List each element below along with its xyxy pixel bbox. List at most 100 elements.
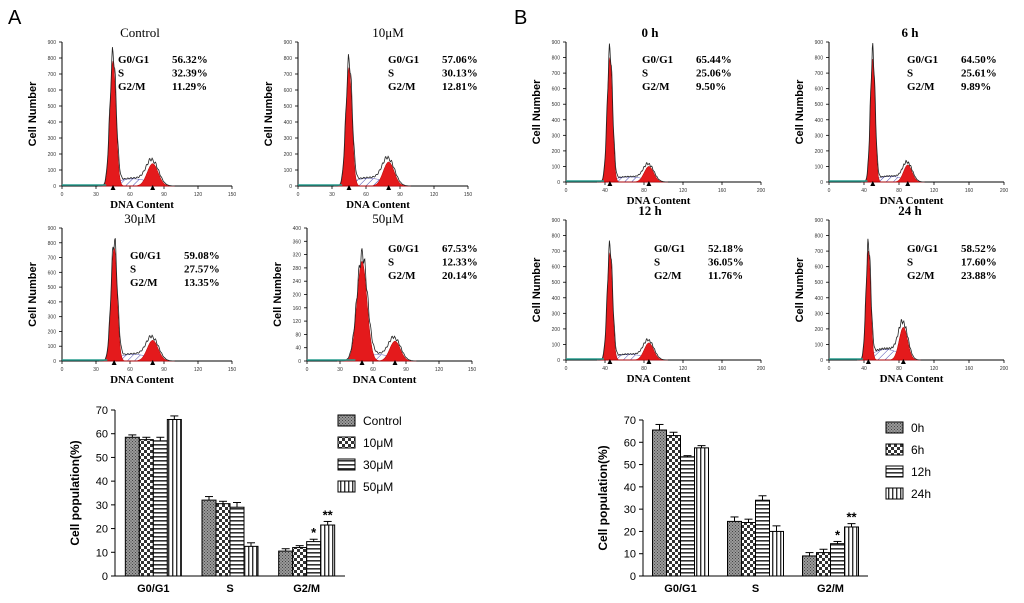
y-tick-label: 400 [815, 118, 824, 124]
envelope-curve [334, 54, 411, 187]
phase-name: G0/G1 [642, 54, 673, 66]
phase-value: 25.61% [961, 68, 997, 80]
x-tick-label: 150 [468, 367, 477, 373]
g2-marker [905, 181, 911, 186]
x-tick-label: 30 [337, 367, 343, 373]
envelope-curve [597, 43, 668, 183]
x-tick-label: 120 [930, 188, 939, 194]
bar [666, 435, 681, 577]
y-tick-label: 300 [48, 136, 57, 142]
phase-value: 30.13% [442, 68, 478, 80]
g2-marker [646, 359, 652, 364]
x-tick-label: 160 [718, 188, 727, 194]
g2-peak [99, 340, 175, 362]
bar [727, 520, 742, 577]
y-tick-label: 0 [298, 359, 301, 365]
legend-swatch [885, 487, 904, 500]
x-axis-label: DNA Content [880, 195, 944, 207]
y-tick-label: 160 [293, 306, 302, 312]
legend-label: 10μM [363, 436, 393, 450]
y-tick-label: 100 [815, 342, 824, 348]
histogram-title: 0 h [642, 25, 660, 40]
phase-name: G0/G1 [388, 243, 419, 255]
bar [652, 429, 667, 577]
phase-value: 23.88% [961, 270, 997, 282]
x-tick-label: 120 [430, 192, 439, 198]
g2-marker [386, 185, 392, 190]
legend-swatch [337, 414, 356, 427]
legend-swatch [337, 480, 356, 493]
g2-marker [392, 360, 398, 365]
x-category-label: G0/G1 [137, 583, 169, 595]
g1-marker [359, 360, 365, 365]
y-tick-label: 70 [624, 415, 636, 427]
phase-name: G2/M [642, 81, 670, 93]
y-tick-label: 600 [48, 88, 57, 94]
y-tick-label: 300 [552, 133, 561, 139]
x-tick-label: 40 [602, 366, 608, 372]
bar [278, 550, 294, 577]
y-tick-label: 800 [815, 56, 824, 62]
phase-name: S [388, 257, 394, 269]
bar-chart-1: 0 10 20 30 40 50 60 70 Cell population(%) G0/G1 S G… [68, 405, 402, 595]
x-tick-label: 200 [1000, 188, 1009, 194]
phase-name: G0/G1 [130, 250, 161, 262]
legend-label: 50μM [363, 480, 393, 494]
y-tick-label: 700 [552, 71, 561, 77]
y-tick-label: 60 [624, 437, 636, 449]
y-tick-label: 300 [815, 133, 824, 139]
panel-label-a: A [8, 7, 22, 29]
phase-value: 11.29% [172, 81, 207, 93]
phase-name: G2/M [388, 270, 416, 282]
y-axis-label: Cell Number [272, 261, 284, 327]
histogram-1: Control 0 30 60 90 120 150 0 100 200 300 400 500 600 7… [27, 25, 236, 211]
y-tick-label: 500 [48, 285, 57, 291]
bar [292, 547, 308, 577]
x-tick-label: 160 [965, 188, 974, 194]
phase-name: S [907, 257, 913, 269]
y-tick-label: 700 [815, 249, 824, 255]
phase-name: G0/G1 [388, 54, 419, 66]
y-tick-label: 900 [284, 40, 293, 46]
y-tick-label: 600 [552, 87, 561, 93]
g2-peak [597, 342, 668, 361]
y-tick-label: 200 [815, 149, 824, 155]
y-tick-label: 400 [552, 118, 561, 124]
y-tick-label: 700 [552, 249, 561, 255]
y-axis-label: Cell population(%) [596, 445, 610, 550]
bar [124, 436, 140, 577]
x-category-label: G2/M [293, 583, 320, 595]
y-tick-label: 10 [624, 549, 636, 561]
x-axis-label: DNA Content [110, 199, 174, 211]
phase-value: 11.76% [708, 270, 743, 282]
x-tick-label: 120 [194, 367, 203, 373]
legend-label: 0h [911, 421, 924, 435]
envelope-curve [337, 248, 416, 362]
x-tick-label: 120 [435, 367, 444, 373]
envelope-curve [861, 43, 925, 183]
histogram-8: 24 h 0 40 80 120 160 200 0 100 200 300 400 500 600 700… [794, 203, 1008, 385]
y-tick-label: 400 [284, 120, 293, 126]
y-tick-label: 500 [48, 104, 57, 110]
phase-name: G2/M [388, 81, 416, 93]
y-axis-label: Cell Number [794, 79, 806, 145]
g1-marker [607, 181, 613, 186]
bar [229, 506, 245, 577]
x-tick-label: 60 [370, 367, 376, 373]
x-axis-label: DNA Content [353, 374, 417, 386]
y-tick-label: 400 [293, 226, 302, 232]
y-tick-label: 800 [815, 234, 824, 240]
phase-name: G2/M [130, 277, 158, 289]
x-tick-label: 120 [679, 366, 688, 372]
bar [830, 543, 845, 577]
g1-marker [607, 359, 613, 364]
g2-peak [597, 166, 668, 183]
g2-marker [150, 360, 156, 365]
x-tick-label: 150 [228, 192, 237, 198]
legend-label: 24h [911, 487, 931, 501]
bar-chart-layer: 0 10 20 30 40 50 60 70 Cell population(%) G0/G1 S G… [68, 405, 931, 595]
y-tick-label: 800 [552, 234, 561, 240]
x-tick-label: 200 [757, 366, 766, 372]
x-tick-label: 0 [828, 188, 831, 194]
y-tick-label: 240 [293, 279, 302, 285]
